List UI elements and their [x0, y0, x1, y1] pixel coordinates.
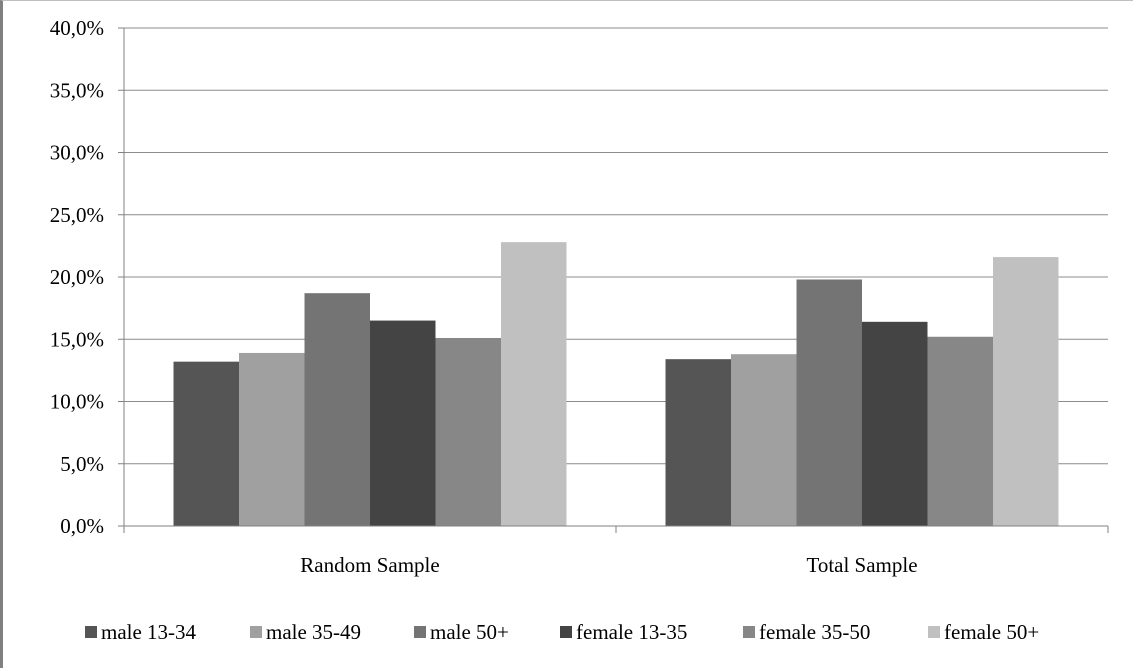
bar-male-13-34-1: [665, 359, 731, 526]
y-tick-label: 5,0%: [60, 452, 104, 476]
bar-male-35-49-1: [731, 354, 797, 526]
x-category-label: Total Sample: [806, 553, 917, 577]
bars: [173, 242, 1059, 526]
bar-male-35-49-0: [239, 352, 305, 526]
bar-male-50--0: [304, 293, 370, 526]
y-tick-label: 10,0%: [50, 390, 104, 414]
legend-swatch: [85, 626, 97, 638]
legend-label: male 13-34: [101, 620, 197, 644]
legend-swatch: [414, 626, 426, 638]
legend-label: female 13-35: [576, 620, 687, 644]
legend-swatch: [743, 626, 755, 638]
y-tick-label: 15,0%: [50, 327, 104, 351]
bar-male-13-34-0: [173, 361, 239, 526]
legend-label: female 50+: [944, 620, 1039, 644]
legend-swatch: [250, 626, 262, 638]
axes: 0,0% 5,0% 10,0% 15,0% 20,0% 25,0% 30,0% 35,0% 40…: [50, 16, 1109, 577]
bar-female-13-35-1: [862, 321, 928, 526]
legend: male 13-34 male 35-49 male 50+ female 13-35…: [85, 620, 1039, 644]
y-tick-label: 30,0%: [50, 141, 104, 165]
y-tick-label: 25,0%: [50, 203, 104, 227]
legend-label: male 50+: [430, 620, 509, 644]
bar-female-35-50-1: [927, 336, 993, 526]
x-category-label: Random Sample: [300, 553, 439, 577]
y-tick-label: 40,0%: [50, 16, 104, 40]
bar-female-35-50-0: [435, 338, 501, 526]
legend-label: female 35-50: [759, 620, 870, 644]
legend-swatch: [928, 626, 940, 638]
y-tick-label: 20,0%: [50, 265, 104, 289]
legend-label: male 35-49: [266, 620, 361, 644]
bar-male-50--1: [796, 279, 862, 526]
legend-swatch: [560, 626, 572, 638]
bar-female-50--1: [993, 257, 1059, 526]
bar-female-13-35-0: [370, 320, 436, 526]
bar-female-50--0: [501, 242, 567, 526]
y-tick-label: 35,0%: [50, 78, 104, 102]
y-tick-label: 0,0%: [60, 514, 104, 538]
